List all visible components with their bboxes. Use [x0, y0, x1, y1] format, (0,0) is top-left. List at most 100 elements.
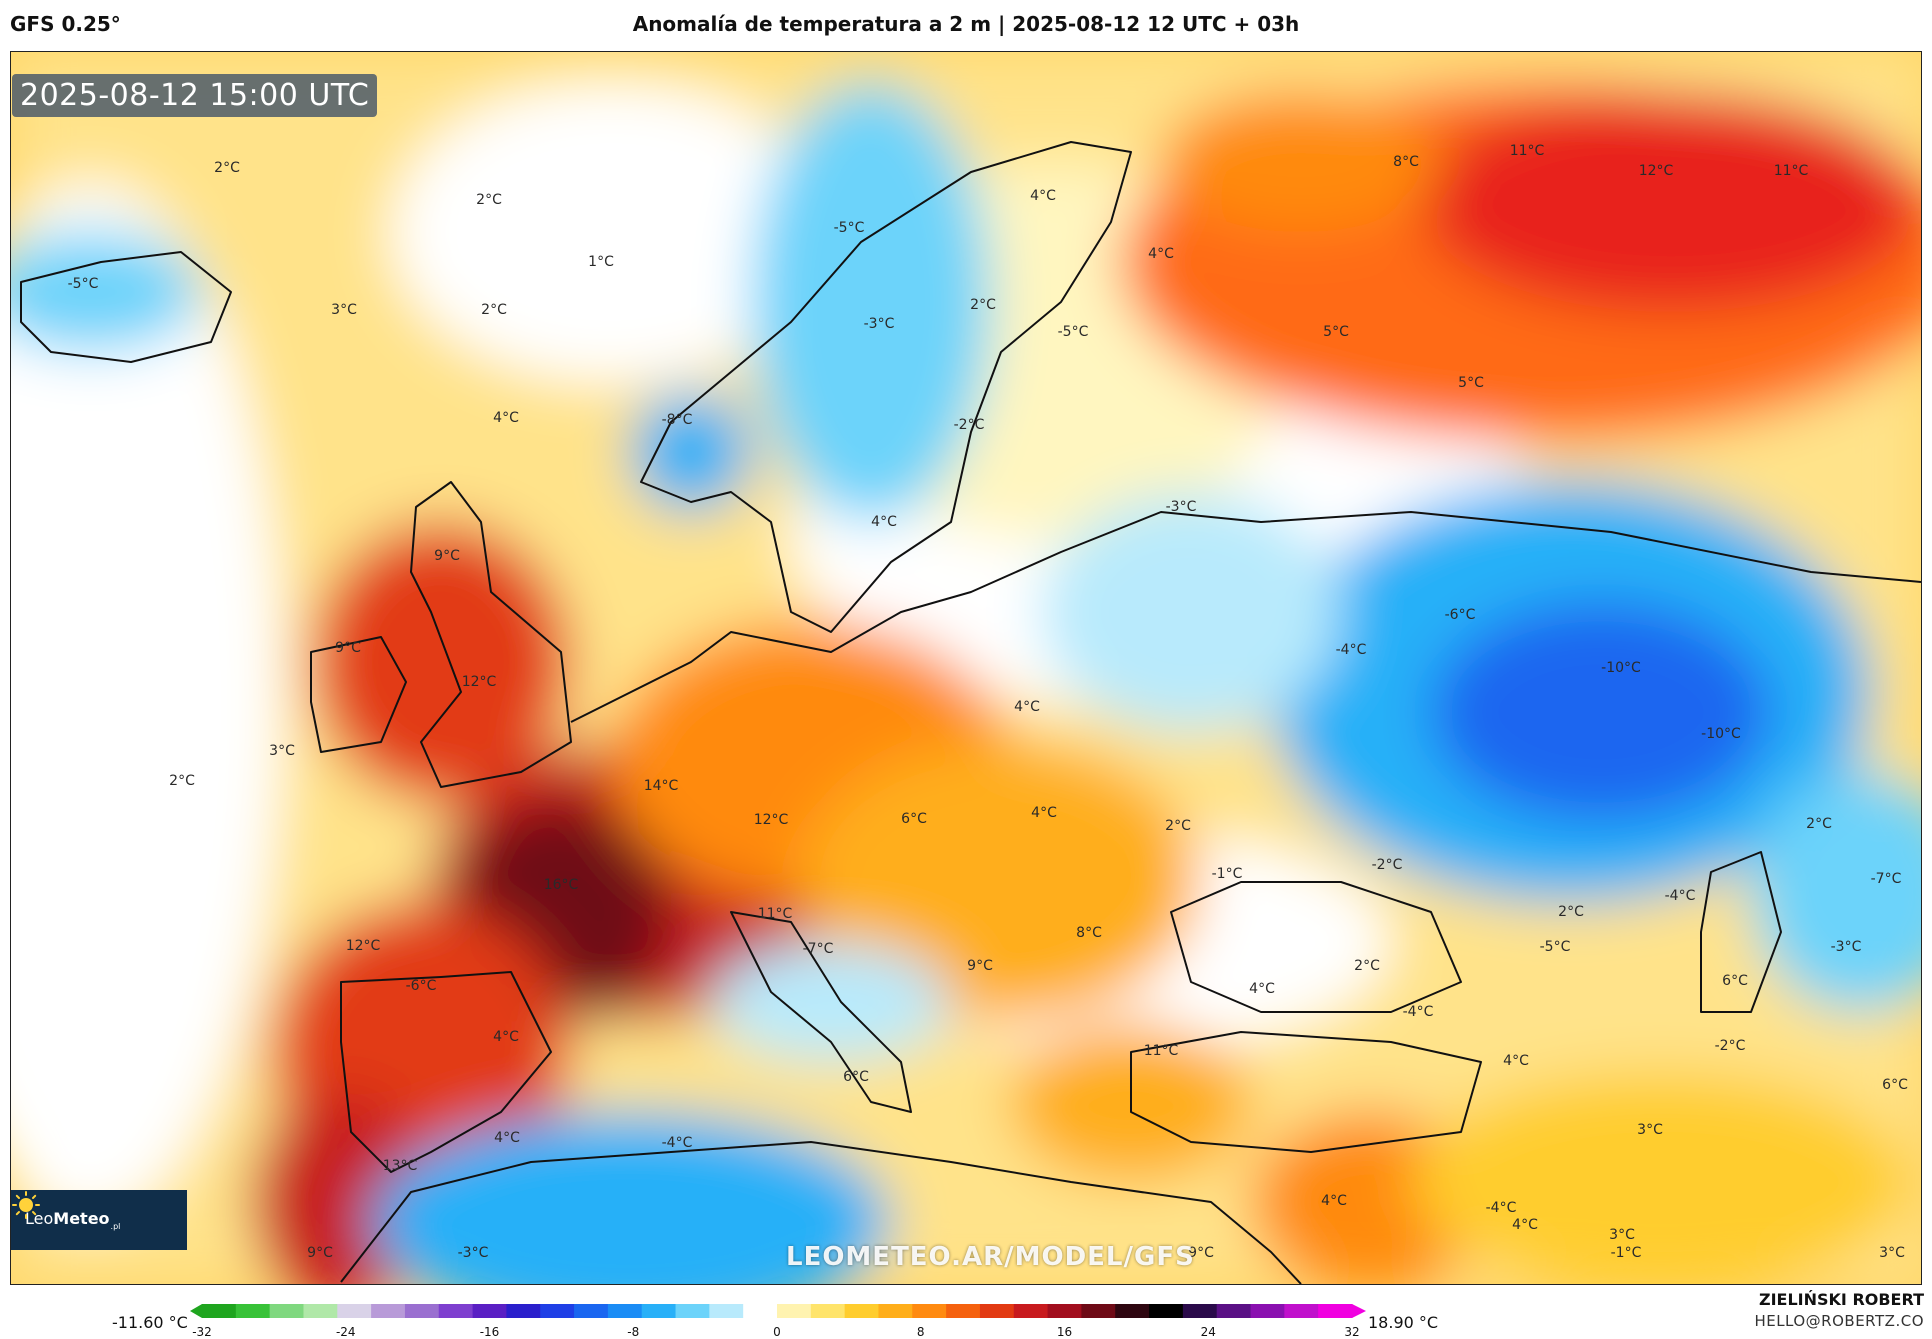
anomaly-label: 4°C	[1014, 699, 1040, 715]
anomaly-label: -5°C	[1540, 939, 1571, 955]
anomaly-label: 12°C	[346, 938, 381, 954]
anomaly-label: 5°C	[1458, 375, 1484, 391]
colorbar-swatch	[1250, 1304, 1285, 1318]
colorbar-swatch	[743, 1304, 778, 1318]
map-title: Anomalía de temperatura a 2 m | 2025-08-…	[632, 12, 1300, 36]
colorbar-tick-label: -32	[192, 1325, 212, 1339]
anomaly-label: -6°C	[406, 978, 437, 994]
anomaly-label: 4°C	[871, 514, 897, 530]
anomaly-label: 6°C	[901, 811, 927, 827]
anomaly-label: -7°C	[803, 941, 834, 957]
anomaly-label: -10°C	[1701, 726, 1741, 742]
anomaly-label: 2°C	[169, 773, 195, 789]
colorbar-swatch	[506, 1304, 541, 1318]
ireland-coast	[310, 636, 407, 753]
anomaly-label: -1°C	[1212, 866, 1243, 882]
anomaly-label: 11°C	[1774, 163, 1809, 179]
colorbar-swatch	[337, 1304, 372, 1318]
anomaly-label: 5°C	[1323, 324, 1349, 340]
anomaly-label: 4°C	[494, 1130, 520, 1146]
anomaly-label: 4°C	[493, 1029, 519, 1045]
anomaly-label: 9°C	[335, 640, 361, 656]
anomaly-label: -4°C	[1665, 888, 1696, 904]
anomaly-label: -2°C	[954, 417, 985, 433]
coastlines	[20, 141, 1921, 1284]
anomaly-label: 9°C	[967, 958, 993, 974]
anomaly-label: 2°C	[1165, 818, 1191, 834]
iberia-coast	[340, 971, 552, 1173]
anomaly-label: 11°C	[758, 906, 793, 922]
colorbar-swatch	[1115, 1304, 1150, 1318]
colorbar-swatch	[607, 1304, 643, 1318]
colorbar-swatch	[1216, 1304, 1252, 1318]
british-isles-coast	[410, 481, 572, 788]
colorbar-max-label: 18.90 °C	[1368, 1313, 1439, 1332]
anomaly-labels: 2°C 2°C 1°C -5°C 3°C 2°C 4°C -5°C -3°C -…	[68, 143, 1908, 1261]
anomaly-label: 9°C	[1188, 1245, 1214, 1261]
colorbar-swatch	[1182, 1304, 1218, 1318]
colorbar-swatch	[371, 1304, 406, 1318]
anomaly-label: 4°C	[493, 410, 519, 426]
colorbar-swatch	[1318, 1304, 1353, 1318]
anomaly-label: -3°C	[1166, 499, 1197, 515]
anomaly-label: -8°C	[662, 412, 693, 428]
north-africa-coast	[340, 1141, 1302, 1284]
colorbar-swatch	[1149, 1304, 1184, 1318]
anomaly-label: 1°C	[588, 254, 614, 270]
anomaly-label: -2°C	[1372, 857, 1403, 873]
caspian-coast	[1700, 851, 1782, 1013]
anomaly-label: 4°C	[1148, 246, 1174, 262]
anomaly-label: -10°C	[1601, 660, 1641, 676]
anomaly-label: 2°C	[1806, 816, 1832, 832]
colorbar-tick-label: -16	[479, 1325, 500, 1339]
anomaly-label: 2°C	[481, 302, 507, 318]
anomaly-label: 12°C	[462, 674, 497, 690]
colorbar-tick-label: -24	[335, 1325, 356, 1339]
colorbar-tick-label: 24	[1200, 1325, 1216, 1339]
colorbar-swatch	[540, 1304, 575, 1318]
anomaly-label: 12°C	[1639, 163, 1674, 179]
anomaly-label: -5°C	[834, 220, 865, 236]
anomaly-label: 2°C	[1558, 904, 1584, 920]
anomaly-label: 9°C	[307, 1245, 333, 1261]
anomaly-label: -4°C	[1336, 642, 1367, 658]
colorbar-swatch	[878, 1304, 913, 1318]
colorbar-swatch	[912, 1304, 947, 1318]
anomaly-label: 13°C	[383, 1158, 418, 1174]
colorbar-swatch	[235, 1304, 271, 1318]
anomaly-label: -3°C	[864, 316, 895, 332]
colorbar-swatch	[202, 1304, 237, 1318]
anomaly-label: 2°C	[1354, 958, 1380, 974]
anomaly-label: 12°C	[754, 812, 789, 828]
anomaly-label: -3°C	[1831, 939, 1862, 955]
colorbar-extend-max	[1352, 1304, 1366, 1318]
continental-coast	[570, 511, 1921, 723]
colorbar-swatch	[810, 1304, 846, 1318]
anomaly-label: -4°C	[1486, 1200, 1517, 1216]
colorbar-swatch	[404, 1304, 440, 1318]
anomaly-label: -6°C	[1445, 607, 1476, 623]
author-email: HELLO@ROBERTZ.CO	[1754, 1312, 1924, 1330]
map-canvas: 2°C 2°C 1°C -5°C 3°C 2°C 4°C -5°C -3°C -…	[11, 52, 1921, 1284]
anomaly-label: 14°C	[644, 778, 679, 794]
anomaly-label: 3°C	[331, 302, 357, 318]
anomaly-label: -5°C	[68, 276, 99, 292]
anomaly-label: 16°C	[544, 877, 579, 893]
anomaly-label: 4°C	[1031, 805, 1057, 821]
colorbar-swatch	[675, 1304, 710, 1318]
author-name: ZIELIŃSKI ROBERT	[1758, 1290, 1924, 1309]
anomaly-label: 9°C	[434, 548, 460, 564]
colorbar-tick-label: 8	[916, 1325, 925, 1339]
colorbar-swatch	[303, 1304, 338, 1318]
anomaly-label: 2°C	[476, 192, 502, 208]
colorbar-swatch	[641, 1304, 677, 1318]
colorbar-swatch	[1284, 1304, 1319, 1318]
colorbar-tick-label: 32	[1344, 1325, 1360, 1339]
source-watermark: LEOMETEO.AR/MODEL/GFS	[786, 1242, 1195, 1272]
colorbar-swatch	[1081, 1304, 1116, 1318]
colorbar-swatch	[777, 1304, 812, 1318]
colorbar-swatch	[1047, 1304, 1082, 1318]
anomaly-label: 2°C	[970, 297, 996, 313]
anomaly-label: -2°C	[1715, 1038, 1746, 1054]
anomaly-label: -3°C	[458, 1245, 489, 1261]
